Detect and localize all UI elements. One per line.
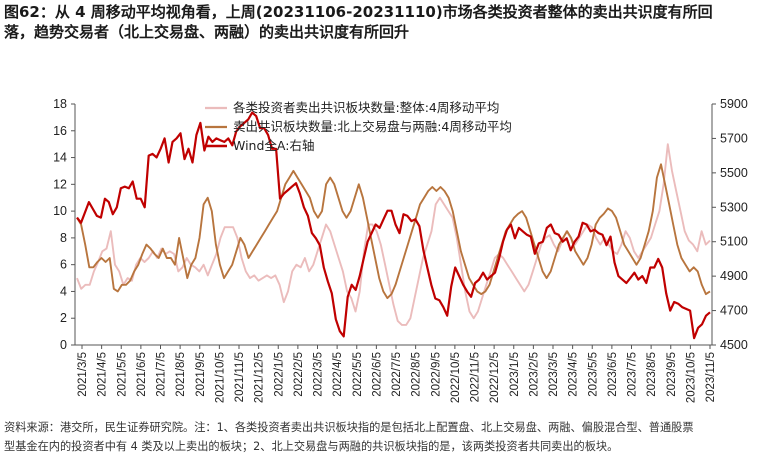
source-note-line-2: 型基金在内的投资者中有 4 类及以上卖出的板块；2、北上交易盘与两融的共识板块指… — [4, 440, 619, 453]
y-left-tick-label: 4 — [60, 284, 67, 298]
x-tick-label: 2023/4/5 — [568, 352, 580, 397]
y-left-tick-label: 10 — [53, 204, 67, 218]
x-tick-label: 2023/10/5 — [685, 352, 697, 403]
source-note-line-1: 资料来源：港交所，民生证券研究院。注：1、各类投资者卖出共识板块指的是包括北上配… — [4, 421, 694, 434]
x-tick-label: 2021/5/5 — [116, 352, 128, 397]
y-left-tick-label: 12 — [53, 177, 67, 191]
x-tick-label: 2022/2/5 — [293, 352, 305, 397]
chart-legend: 各类投资者卖出共识板块数量:整体:4周移动平均卖出共识板块数量:北上交易盘与两融… — [205, 100, 512, 153]
x-tick-label: 2021/12/5 — [254, 352, 266, 403]
x-tick-label: 2023/11/5 — [705, 352, 717, 402]
figure-title: 图62：从 4 周移动平均视角看，上周(20231106-20231110)市场… — [4, 2, 774, 42]
x-tick-label: 2022/10/5 — [450, 352, 462, 403]
y-left-tick-label: 0 — [60, 338, 67, 352]
y-right-tick-label: 5300 — [720, 200, 748, 214]
x-tick-label: 2023/2/5 — [528, 352, 540, 397]
y-right-tick-label: 5500 — [720, 166, 748, 180]
x-tick-label: 2021/8/5 — [175, 352, 187, 397]
x-tick-label: 2021/11/5 — [234, 352, 246, 402]
y-left-tick-label: 18 — [53, 97, 67, 111]
x-tick-label: 2023/1/5 — [509, 352, 521, 397]
legend-label-1: 各类投资者卖出共识板块数量:整体:4周移动平均 — [233, 100, 499, 115]
x-tick-label: 2022/4/5 — [332, 352, 344, 397]
y-left-tick-label: 16 — [53, 124, 67, 138]
x-tick-label: 2022/5/5 — [352, 352, 364, 397]
figure-title-line-1: 图62：从 4 周移动平均视角看，上周(20231106-20231110)市场… — [4, 3, 713, 21]
x-tick-label: 2021/9/5 — [195, 352, 207, 397]
x-tick-label: 2023/9/5 — [666, 352, 678, 397]
chart-series — [76, 111, 711, 340]
y-left-tick-label: 8 — [60, 231, 67, 245]
x-tick-label: 2023/6/5 — [607, 352, 619, 397]
x-tick-label: 2022/9/5 — [430, 352, 442, 397]
y-right-tick-label: 4900 — [720, 269, 748, 283]
x-tick-label: 2022/7/5 — [391, 352, 403, 397]
y-right-tick-label: 5900 — [720, 97, 748, 111]
y-left-tick-label: 14 — [53, 151, 67, 165]
y-right-tick-label: 4500 — [720, 338, 748, 352]
legend-label-2: 卖出共识板块数量:北上交易盘与两融:4周移动平均 — [233, 119, 512, 134]
series-line-3 — [76, 111, 711, 340]
x-tick-label: 2023/8/5 — [646, 352, 658, 397]
x-tick-label: 2021/4/5 — [97, 352, 109, 397]
x-tick-label: 2022/6/5 — [371, 352, 383, 397]
x-tick-label: 2022/3/5 — [313, 352, 325, 397]
x-tick-label: 2021/3/5 — [77, 352, 89, 397]
series-line-2 — [76, 163, 711, 300]
x-tick-label: 2021/6/5 — [136, 352, 148, 397]
series-line-1 — [76, 143, 711, 326]
x-tick-label: 2023/5/5 — [587, 352, 599, 397]
y-right-tick-label: 5100 — [720, 235, 748, 249]
figure-title-line-2: 落，趋势交易者（北上交易盘、两融）的卖出共识度有所回升 — [4, 23, 410, 41]
x-tick-label: 2022/11/5 — [470, 352, 482, 402]
chart-axes — [71, 103, 716, 349]
x-tick-label: 2023/7/5 — [627, 352, 639, 397]
x-tick-label: 2022/8/5 — [411, 352, 423, 397]
x-tick-label: 2021/7/5 — [156, 352, 168, 397]
y-right-tick-label: 5700 — [720, 131, 748, 145]
x-tick-label: 2022/1/5 — [273, 352, 285, 397]
chart-tick-labels: 0 2 4 6 8 10 12 14 16 18 4500 4700 4900 5100 5300 5500 5… — [53, 97, 748, 403]
legend-label-3: Wind全A:右轴 — [233, 138, 314, 153]
source-note: 资料来源：港交所，民生证券研究院。注：1、各类投资者卖出共识板块指的是包括北上配… — [4, 418, 774, 456]
x-tick-label: 2021/10/5 — [214, 352, 226, 403]
y-right-tick-label: 4700 — [720, 304, 748, 318]
x-tick-label: 2023/3/5 — [548, 352, 560, 397]
y-left-tick-label: 2 — [60, 311, 67, 325]
x-tick-label: 2022/12/5 — [489, 352, 501, 403]
y-left-tick-label: 6 — [60, 258, 67, 272]
